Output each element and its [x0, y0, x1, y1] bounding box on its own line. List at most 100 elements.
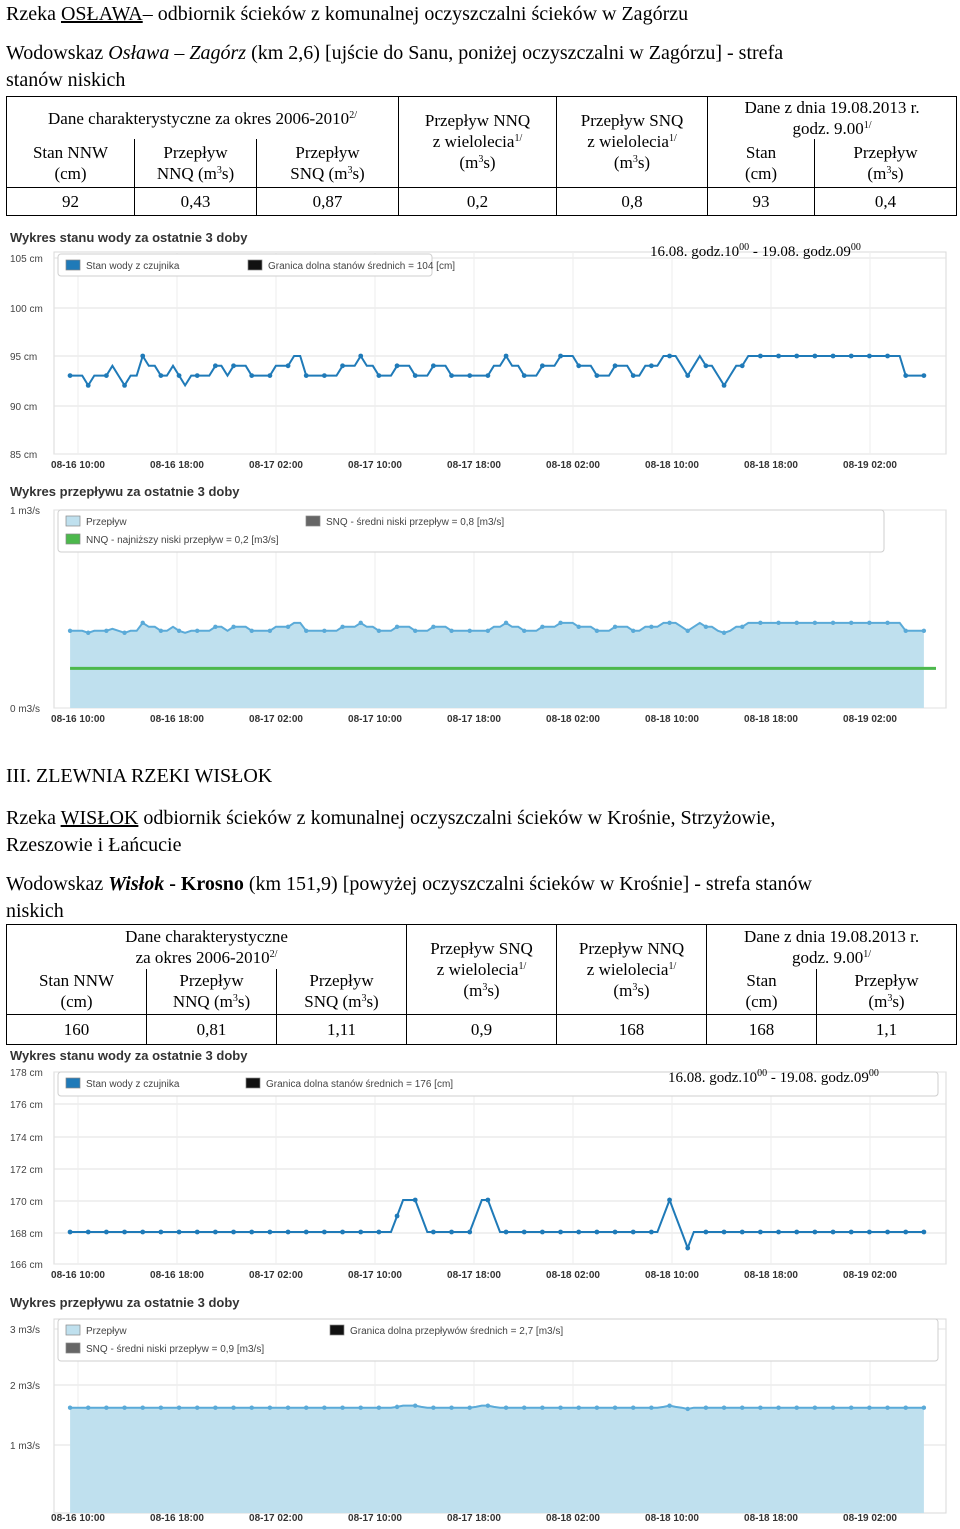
gauge-description: (km 2,6) [ujście do Sanu, poniżej oczysz… [246, 42, 784, 64]
y-tick-label: 166 cm [10, 1260, 43, 1271]
stage-point [158, 373, 164, 378]
flow-chart-wislok: Wykres przepływu za ostatnie 3 doby 3 m3/… [8, 1293, 952, 1527]
flow-point [740, 624, 745, 630]
flow-point [195, 1405, 200, 1410]
stage-point [630, 1229, 636, 1235]
x-tick-label: 08-17 10:00 [348, 1270, 402, 1281]
y-tick-label: 1 m3/s [10, 1441, 40, 1452]
value-cell: 93 [707, 186, 816, 216]
x-tick-label: 08-17 02:00 [249, 1270, 303, 1281]
flow-point [558, 1405, 563, 1410]
stage-point [812, 353, 818, 359]
flow-point [431, 1405, 436, 1410]
flow-point [322, 628, 327, 633]
legend-swatch [305, 515, 321, 527]
legend-box [57, 509, 885, 553]
stage-point [866, 353, 872, 359]
header-characteristics: Dane charakterystyczne za okres 2006-2010… [5, 924, 408, 969]
stage-point [812, 1229, 818, 1235]
x-tick-label: 08-18 18:00 [744, 1270, 798, 1281]
value-cell: 0,8 [556, 186, 709, 216]
stage-point [303, 373, 309, 378]
x-tick-label: 08-17 02:00 [249, 460, 303, 471]
y-tick-label: 105 cm [10, 254, 43, 265]
flow-point [67, 628, 73, 633]
value-cell: 160 [6, 1014, 147, 1045]
stage-series-line [70, 1197, 924, 1251]
stage-point [303, 1229, 309, 1235]
flow-area [70, 1405, 924, 1513]
flow-point [449, 628, 454, 633]
flow-point [703, 624, 709, 630]
header-snq: Przepływ SNQ z wielolecia1/(m3s) [556, 96, 709, 188]
stage-point [140, 1229, 146, 1235]
x-tick-label: 08-17 10:00 [348, 1513, 402, 1524]
x-tick-label: 08-17 02:00 [249, 714, 303, 725]
stage-point [539, 363, 545, 369]
stage-point [358, 1229, 364, 1235]
stage-point [176, 1229, 182, 1235]
stage-point [794, 353, 800, 359]
flow-point [176, 628, 182, 633]
flow-point [285, 1405, 291, 1410]
river-heading-1: Rzeka OSŁAWA– odbiornik ścieków z komuna… [6, 2, 688, 26]
y-tick-label: 0 m3/s [10, 704, 40, 715]
x-tick-label: 08-18 10:00 [645, 1270, 699, 1281]
flow-point [794, 620, 799, 626]
value-cell: 1,1 [816, 1014, 958, 1045]
stage-point [721, 1229, 727, 1235]
stage-point [267, 373, 273, 378]
river-prefix: Rzeka [6, 807, 61, 829]
flow-point [304, 1405, 309, 1410]
x-tick-label: 08-17 18:00 [447, 714, 501, 725]
chart-title: Wykres przepływu za ostatnie 3 doby [10, 1295, 240, 1310]
flow-point [685, 628, 690, 633]
stage-point [467, 1229, 473, 1235]
legend-swatch [65, 533, 81, 545]
flow-point [649, 1405, 654, 1410]
y-tick-label: 170 cm [10, 1197, 43, 1208]
x-tick-label: 08-16 10:00 [51, 1513, 105, 1524]
x-tick-label: 08-16 18:00 [150, 714, 204, 725]
chart-svg: 105 cm 100 cm 95 cm 90 cm 85 cm 08-16 10:00 08… [10, 251, 947, 471]
value-cell: 0,87 [255, 186, 400, 216]
flow-point [776, 620, 781, 626]
x-tick-label: 08-17 10:00 [348, 460, 402, 471]
flow-point [485, 1403, 491, 1408]
river-name: OSŁAWA [60, 3, 143, 25]
header-nnq: Przepływ NNQ z wielolecia1/(m3s) [556, 924, 708, 1015]
flow-point [867, 1405, 872, 1410]
river-name: WISŁOK [60, 807, 139, 829]
flow-point [758, 1405, 763, 1410]
flow-point [812, 620, 818, 626]
flow-point [667, 1403, 672, 1408]
stage-point [794, 1229, 800, 1235]
stage-point [648, 1229, 654, 1235]
header-stan: Stan (cm) [706, 968, 818, 1015]
flow-point [176, 1405, 182, 1410]
header-nnq: Przepływ NNQ z wielolecia1/(m3s) [398, 96, 558, 188]
legend-label: Przepływ [86, 1326, 127, 1337]
stage-point [412, 1197, 418, 1203]
y-tick-label: 2 m3/s [10, 1381, 40, 1392]
flow-point [594, 1405, 600, 1410]
stage-point [394, 1213, 400, 1219]
flow-point [213, 1405, 218, 1410]
flow-point [322, 1405, 327, 1410]
flow-point [267, 1405, 273, 1410]
stage-point [430, 363, 436, 369]
header-snq: Przepływ SNQ z wielolecia1/(m3s) [406, 924, 558, 1015]
flow-point [903, 1405, 908, 1410]
stage-point [503, 1229, 509, 1235]
legend-label: Granica dolna przepływów średnich = 2,7 … [350, 1326, 563, 1337]
characteristics-table-1: Dane charakterystyczne za okres 2006-201… [5, 96, 958, 216]
flow-point [158, 1405, 164, 1410]
stage-point [249, 1229, 255, 1235]
stage-point [594, 1229, 600, 1235]
flow-point [849, 1405, 854, 1410]
stage-point [485, 1197, 491, 1203]
legend-label: Stan wody z czujnika [86, 261, 180, 272]
flow-point [631, 628, 636, 633]
stage-point [231, 1229, 236, 1235]
stage-point [776, 353, 781, 359]
